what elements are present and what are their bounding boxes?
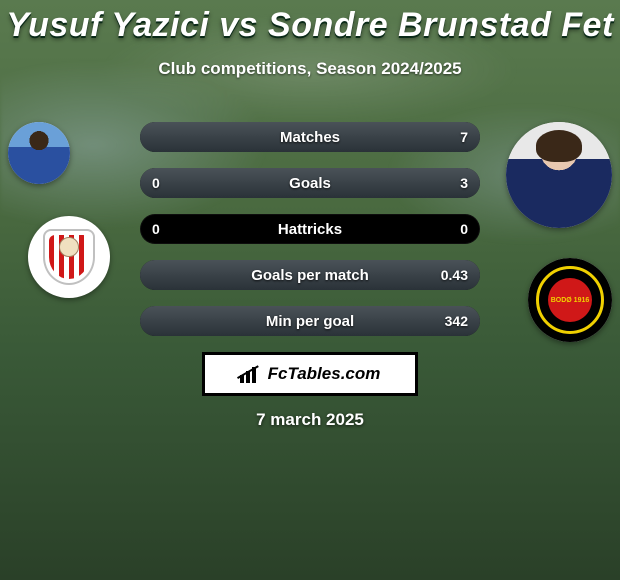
stat-label: Matches — [140, 129, 480, 146]
stats-container: Matches70Goals30Hattricks0Goals per matc… — [140, 122, 480, 352]
stat-label: Goals — [140, 175, 480, 192]
stat-label: Hattricks — [140, 221, 480, 238]
stat-label: Goals per match — [140, 267, 480, 284]
player-left-photo — [8, 122, 70, 184]
bodo-glimt-icon: BODØ 1916 — [528, 258, 612, 342]
stat-row: 0Hattricks0 — [140, 214, 480, 244]
stat-value-right: 7 — [460, 129, 468, 145]
chart-icon — [240, 365, 262, 383]
player-right-club-badge: BODØ 1916 — [528, 258, 612, 342]
page-title: Yusuf Yazici vs Sondre Brunstad Fet — [0, 0, 620, 45]
olympiacos-icon — [28, 216, 110, 298]
stat-value-right: 3 — [460, 175, 468, 191]
stat-value-right: 342 — [445, 313, 468, 329]
subtitle: Club competitions, Season 2024/2025 — [0, 59, 620, 79]
stat-row: 0Goals3 — [140, 168, 480, 198]
date-label: 7 march 2025 — [0, 410, 620, 430]
brand-label: FcTables.com — [268, 364, 381, 384]
stat-row: Matches7 — [140, 122, 480, 152]
stat-value-right: 0.43 — [441, 267, 468, 283]
player-left-photo-art — [8, 122, 70, 184]
brand-box[interactable]: FcTables.com — [202, 352, 418, 396]
player-left-club-badge — [28, 216, 110, 298]
stat-value-right: 0 — [460, 221, 468, 237]
stat-row: Min per goal342 — [140, 306, 480, 336]
stat-row: Goals per match0.43 — [140, 260, 480, 290]
bodo-inner-label: BODØ 1916 — [548, 278, 592, 322]
stat-label: Min per goal — [140, 313, 480, 330]
content: Yusuf Yazici vs Sondre Brunstad Fet Club… — [0, 0, 620, 580]
player-right-photo — [506, 122, 612, 228]
